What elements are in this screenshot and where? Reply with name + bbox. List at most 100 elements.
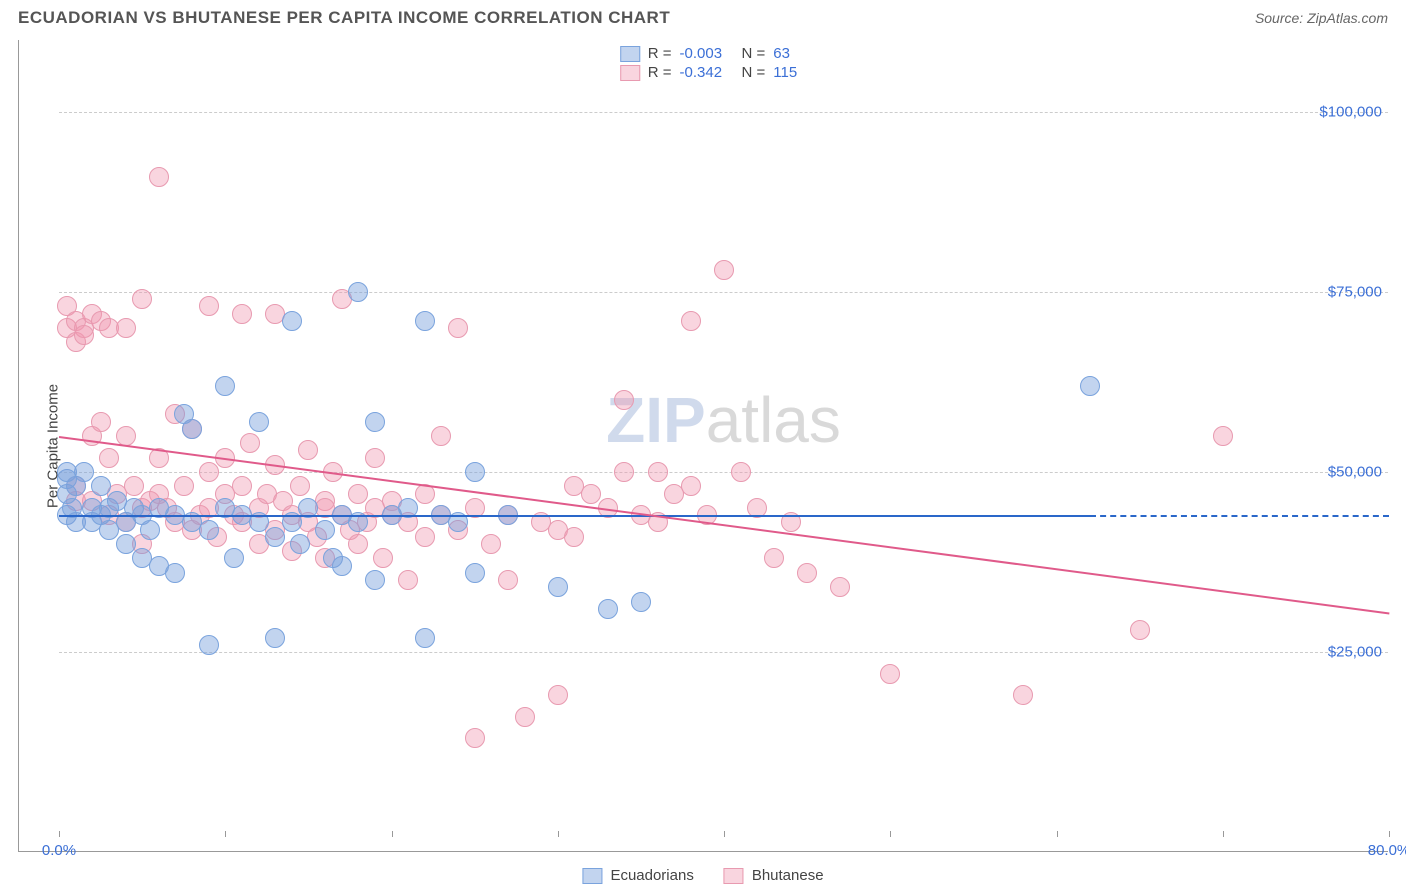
point-ecuadorian [249,412,269,432]
point-ecuadorian [465,563,485,583]
x-tick [392,831,393,837]
gridline [59,292,1388,293]
point-ecuadorian [74,462,94,482]
point-bhutanese [348,534,368,554]
point-bhutanese [880,664,900,684]
legend-n-label: N = [742,45,766,62]
point-bhutanese [448,318,468,338]
series-legend-item: Ecuadorians [582,867,693,884]
x-tick [1057,831,1058,837]
legend-swatch [724,868,744,884]
point-bhutanese [348,484,368,504]
point-bhutanese [124,476,144,496]
x-tick [225,831,226,837]
correlation-legend-row: R = -0.003 N = 63 [620,44,828,63]
series-legend-label: Bhutanese [752,867,824,884]
point-ecuadorian [182,419,202,439]
point-bhutanese [240,433,260,453]
point-bhutanese [1130,620,1150,640]
point-ecuadorian [365,570,385,590]
point-ecuadorian [415,311,435,331]
watermark-part-2: atlas [706,384,841,456]
point-ecuadorian [265,527,285,547]
point-ecuadorian [332,556,352,576]
point-ecuadorian [265,628,285,648]
x-tick [724,831,725,837]
point-bhutanese [498,570,518,590]
y-tick-label: $100,000 [1319,104,1382,121]
point-bhutanese [99,448,119,468]
point-bhutanese [74,325,94,345]
point-bhutanese [764,548,784,568]
correlation-legend: R = -0.003 N = 63 R = -0.342 N = 115 [612,42,836,84]
point-ecuadorian [165,563,185,583]
point-bhutanese [132,289,152,309]
point-ecuadorian [348,282,368,302]
point-bhutanese [581,484,601,504]
y-tick-label: $50,000 [1328,464,1382,481]
legend-n-value: 115 [773,64,827,81]
legend-n-value: 63 [773,45,827,62]
point-bhutanese [714,260,734,280]
x-tick [59,831,60,837]
source-label: Source: ZipAtlas.com [1255,10,1388,26]
x-tick [890,831,891,837]
point-ecuadorian [465,462,485,482]
legend-r-label: R = [648,64,672,81]
point-ecuadorian [548,577,568,597]
point-ecuadorian [598,599,618,619]
point-bhutanese [290,476,310,496]
legend-swatch [620,46,640,62]
point-bhutanese [614,462,634,482]
point-bhutanese [373,548,393,568]
plot-region: ZIPatlas R = -0.003 N = 63 R = -0.342 N = 115 $… [59,40,1388,831]
point-bhutanese [365,448,385,468]
gridline [59,472,1388,473]
point-bhutanese [481,534,501,554]
point-bhutanese [116,318,136,338]
point-ecuadorian [290,534,310,554]
trend-line-blue-ext [1090,515,1389,517]
y-tick-label: $25,000 [1328,644,1382,661]
point-bhutanese [398,570,418,590]
series-legend-label: Ecuadorians [610,867,693,884]
chart-title: ECUADORIAN VS BHUTANESE PER CAPITA INCOM… [18,8,670,28]
series-legend-item: Bhutanese [724,867,824,884]
point-bhutanese [731,462,751,482]
point-bhutanese [830,577,850,597]
point-bhutanese [548,685,568,705]
point-bhutanese [91,412,111,432]
point-bhutanese [298,440,318,460]
point-ecuadorian [631,592,651,612]
legend-n-label: N = [742,64,766,81]
point-bhutanese [1013,685,1033,705]
watermark: ZIPatlas [606,383,841,457]
trend-line-blue [59,515,1090,517]
point-bhutanese [648,462,668,482]
point-ecuadorian [140,520,160,540]
chart-area: Per Capita Income ZIPatlas R =-0.003N =6… [18,40,1388,852]
x-tick [558,831,559,837]
point-bhutanese [681,476,701,496]
point-bhutanese [199,462,219,482]
point-bhutanese [415,527,435,547]
legend-r-value: -0.342 [680,64,734,81]
x-tick-label: 0.0% [42,842,76,859]
point-ecuadorian [215,376,235,396]
point-bhutanese [431,426,451,446]
legend-r-value: -0.003 [680,45,734,62]
point-ecuadorian [224,548,244,568]
gridline [59,652,1388,653]
point-bhutanese [564,527,584,547]
point-bhutanese [681,311,701,331]
legend-r-label: R = [648,45,672,62]
gridline [59,112,1388,113]
point-bhutanese [797,563,817,583]
x-tick [1223,831,1224,837]
point-bhutanese [199,296,219,316]
point-ecuadorian [282,311,302,331]
point-ecuadorian [199,520,219,540]
series-legend: Ecuadorians Bhutanese [582,867,823,884]
point-ecuadorian [116,534,136,554]
point-bhutanese [1213,426,1233,446]
